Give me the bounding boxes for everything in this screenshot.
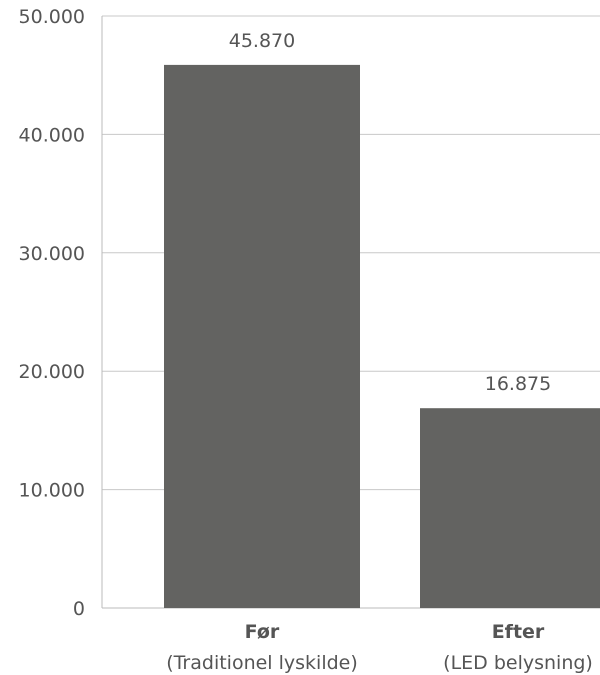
x-category-sublabel: (Traditionel lyskilde) — [166, 652, 358, 674]
data-label: 45.870 — [229, 30, 295, 52]
y-tick-label: 10.000 — [19, 480, 85, 502]
y-tick-label: 30.000 — [19, 243, 85, 265]
bar-foer — [164, 64, 360, 609]
y-tick-label: 0 — [73, 598, 85, 620]
x-category-sublabel: (LED belysning) — [443, 652, 593, 674]
y-tick-label: 50.000 — [19, 6, 85, 28]
x-category-label: Før — [245, 621, 280, 643]
bar-efter — [420, 408, 600, 608]
x-category-label: Efter — [492, 621, 545, 643]
y-tick-label: 40.000 — [19, 124, 85, 146]
data-label: 16.875 — [485, 373, 551, 395]
y-tick-label: 20.000 — [19, 361, 85, 383]
